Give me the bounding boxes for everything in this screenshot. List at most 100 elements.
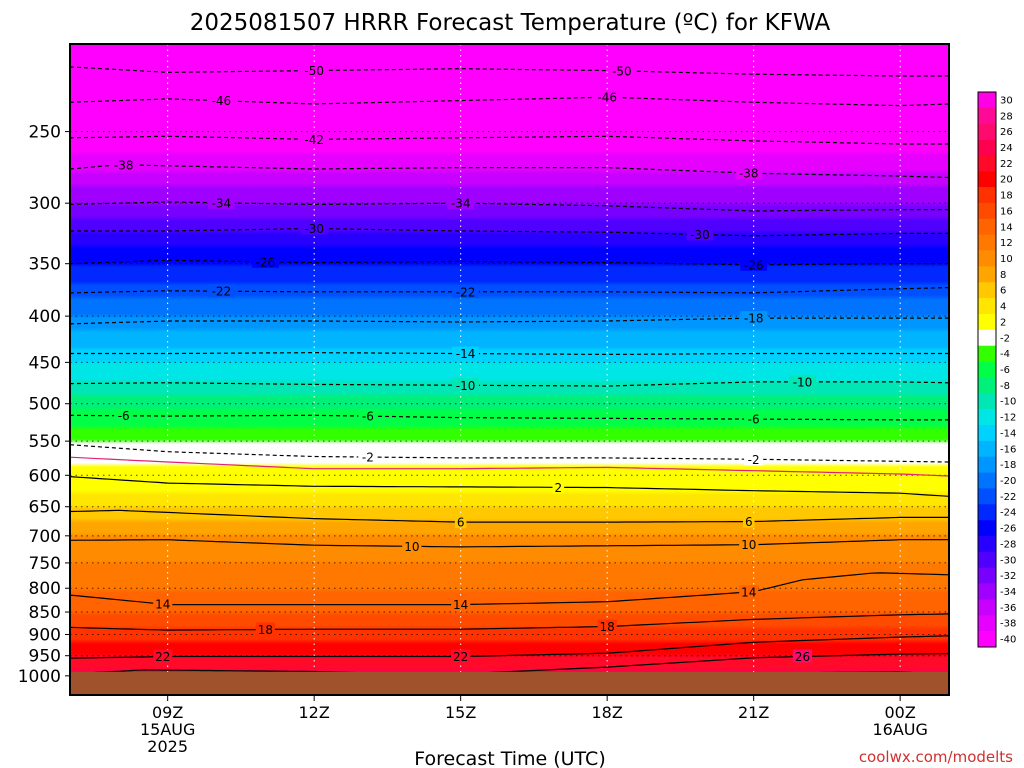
contour-label: 6: [457, 516, 465, 530]
x-tick-label: 2025: [147, 737, 188, 756]
colorbar-swatch: [978, 171, 996, 188]
colorbar-label: 8: [1000, 270, 1006, 281]
colorbar: 30 28 26 24 22 20 18 16 14 12 10 8 6 4 2 -2 -4 -6 -8 -10 -12…: [977, 91, 1016, 648]
contour-label-bg: [255, 622, 275, 636]
isotherm-line: [460, 653, 949, 675]
x-tick-label: 15Z: [445, 703, 476, 722]
colorbar-label: -38: [1000, 619, 1016, 630]
contour-label-bg: [552, 480, 565, 494]
colorbar-frame: [977, 91, 997, 648]
contour-label-bg: [110, 157, 138, 171]
contour-label-bg: [300, 63, 328, 77]
plot-frame: [69, 43, 950, 696]
isotherm-line: [70, 572, 949, 606]
ground-surface: [70, 671, 949, 695]
y-tick-label: 900: [29, 625, 61, 645]
contour-label: -10: [456, 379, 476, 393]
contour-label-bg: [735, 166, 763, 180]
colorbar-swatch: [978, 409, 996, 426]
y-tick-label: 250: [29, 123, 61, 143]
contour-label-bg: [451, 649, 471, 663]
colorbar-swatch: [978, 218, 996, 236]
contour-label-bg: [153, 649, 173, 663]
colorbar-label: -20: [1000, 476, 1016, 487]
colorbar-swatch: [978, 298, 996, 315]
colorbar-label: 10: [1000, 254, 1013, 265]
colorbar-swatch: [978, 282, 996, 299]
colorbar-label: 2: [1000, 317, 1006, 328]
contour-label: -50: [304, 64, 324, 78]
colorbar-swatch: [978, 139, 996, 156]
contour-label-bg: [447, 196, 475, 210]
colorbar-swatch: [978, 472, 996, 489]
contour-label: -30: [304, 222, 324, 236]
colorbar-label: -28: [1000, 539, 1016, 550]
contour-label-bg: [300, 132, 328, 146]
isotherm-contours: -50 -50-46 -46-42-38-38-34 -34-30 -30-26 -26-…: [70, 63, 949, 675]
contour-label-bg: [686, 227, 714, 241]
colorbar-swatch: [978, 567, 996, 584]
contour-label: 10: [404, 540, 419, 554]
y-tick-label: 550: [29, 432, 61, 452]
colorbar-swatch: [978, 440, 996, 458]
colorbar-label: -8: [1000, 381, 1010, 392]
contour-label-bg: [300, 221, 328, 235]
colorbar-label: -40: [1000, 635, 1016, 646]
contour-label-bg: [739, 537, 759, 551]
isotherm-line: [70, 669, 373, 675]
y-tick-label: 500: [29, 395, 61, 415]
colorbar-swatch: [978, 155, 996, 172]
colorbar-label: -2: [1000, 333, 1010, 344]
colorbar-swatch: [978, 329, 996, 347]
colorbar-label: -10: [1000, 397, 1016, 408]
colorbar-label: -26: [1000, 524, 1016, 535]
x-tick-label: 18Z: [592, 703, 623, 722]
contour-label: -38: [114, 158, 134, 172]
contour-label-bg: [454, 515, 467, 529]
contour-label: -10: [793, 375, 813, 389]
contour-label: 10: [741, 538, 756, 552]
y-tick-label: 850: [29, 603, 61, 623]
contour-label: -46: [597, 91, 617, 105]
contour-label: 14: [741, 586, 756, 600]
contour-label-bg: [153, 597, 173, 611]
colorbar-label: -22: [1000, 492, 1016, 503]
contour-label-bg: [452, 346, 479, 360]
contour-label: 2: [555, 481, 563, 495]
colorbar-label: -36: [1000, 603, 1016, 614]
contour-label-bg: [358, 450, 378, 464]
colorbar-swatch: [978, 345, 996, 362]
y-tick-label: 400: [29, 307, 61, 327]
x-axis-label: Forecast Time (UTC): [414, 748, 605, 768]
y-tick-label: 300: [29, 194, 61, 214]
contour-label-bg: [789, 374, 816, 388]
colorbar-swatch: [978, 361, 996, 378]
colorbar-swatch: [978, 314, 996, 331]
contour-label-bg: [740, 311, 768, 325]
colorbar-swatch: [978, 425, 996, 442]
colorbar-swatch: [978, 266, 996, 283]
contour-label: -2: [748, 453, 760, 467]
gridlines: [70, 44, 949, 695]
colorbar-label: 12: [1000, 238, 1013, 249]
x-tick-label: 15AUG: [140, 720, 195, 739]
contour-label-bg: [792, 649, 813, 663]
contour-label-bg: [744, 412, 764, 426]
colorbar-swatch: [978, 583, 996, 600]
contour-label-bg: [739, 585, 759, 599]
colorbar-label: 4: [1000, 302, 1006, 313]
colorbar-swatch: [978, 615, 996, 632]
y-axis-ticks: 2503003504004505005506006507007508008509…: [18, 123, 70, 687]
colorbar-label: 16: [1000, 206, 1013, 217]
contour-label-bg: [207, 93, 235, 107]
colorbar-label: -30: [1000, 555, 1016, 566]
contour-label: -30: [690, 228, 710, 242]
contour-label-bg: [207, 284, 235, 298]
contour-label: -34: [212, 196, 232, 210]
colorbar-label: -6: [1000, 365, 1010, 376]
contour-label: -22: [212, 285, 232, 299]
contour-label-bg: [740, 257, 768, 271]
contour-label-bg: [744, 452, 764, 466]
contour-label-bg: [593, 90, 621, 104]
contour-label: -46: [212, 94, 232, 108]
